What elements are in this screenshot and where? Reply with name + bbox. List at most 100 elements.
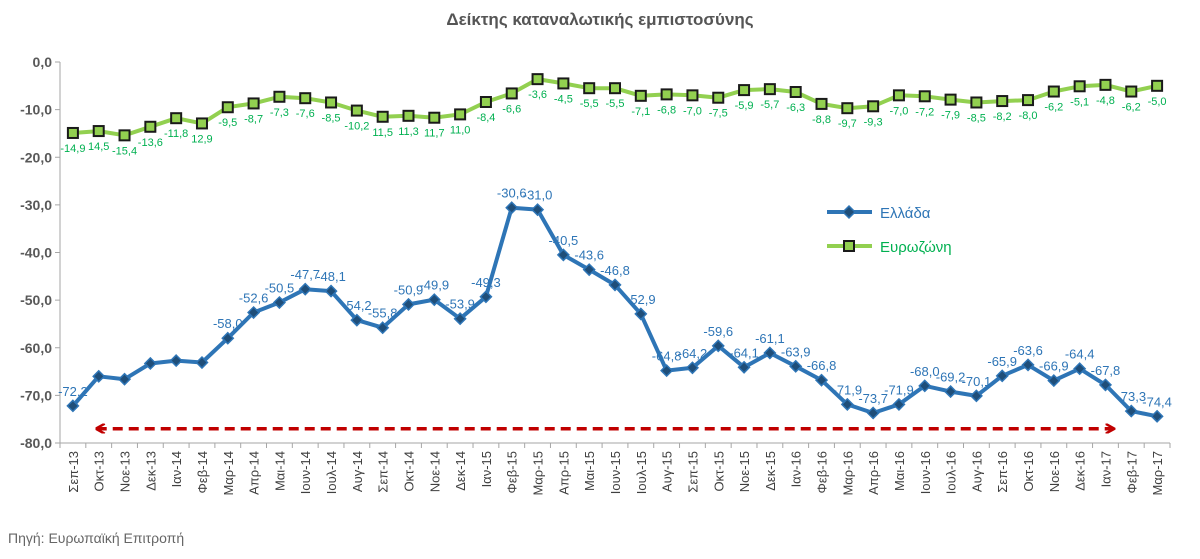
- legend-marker: [843, 240, 855, 252]
- series-greece: -72,2 -58,0 -52,6-50,5-47,7-48,1 -54,2-55,8…: [58, 186, 1172, 423]
- data-label: -71,9: [833, 382, 863, 397]
- data-label: -65,9: [987, 354, 1017, 369]
- y-tick-label: -60,0: [20, 340, 52, 356]
- data-point: [582, 263, 596, 277]
- x-tick-label: Σεπ-16: [995, 451, 1010, 493]
- data-label: -49,9: [419, 278, 449, 293]
- x-tick-label: Νοε-14: [427, 451, 442, 492]
- data-point: [1124, 404, 1138, 418]
- data-label: -9,7: [838, 118, 857, 130]
- x-tick-label: Ιαν-15: [479, 451, 494, 487]
- data-label: -71,9: [884, 382, 914, 397]
- data-point: [1150, 409, 1164, 423]
- data-point: [557, 77, 570, 90]
- data-point: [530, 203, 545, 217]
- data-label: -7,6: [296, 108, 315, 120]
- data-label: -8,5: [322, 112, 341, 124]
- data-point: [660, 364, 674, 378]
- data-point: [763, 346, 777, 360]
- data-point: [712, 91, 725, 104]
- data-point: [556, 248, 570, 262]
- y-tick-label: -20,0: [20, 149, 52, 165]
- data-label: -66,9: [1039, 359, 1069, 374]
- x-tick-label: Νοε-15: [737, 451, 752, 492]
- chart-title: Δείκτης καταναλωτικής εμπιστοσύνης: [446, 10, 754, 29]
- data-label: -52,9: [626, 292, 656, 307]
- data-point: [814, 373, 829, 387]
- data-label: -64,8: [652, 349, 682, 364]
- data-point: [867, 100, 880, 113]
- data-label: -11,8: [164, 128, 188, 140]
- data-point: [996, 95, 1009, 108]
- data-point: [789, 86, 802, 99]
- data-point: [1098, 378, 1113, 392]
- data-label: -8,2: [993, 111, 1012, 123]
- x-tick-label: Φεβ-16: [815, 451, 830, 493]
- data-label: -73,3: [1116, 389, 1146, 404]
- data-label: -49,3: [471, 275, 501, 290]
- data-label: -61,1: [755, 331, 785, 346]
- y-tick-label: 0,0: [33, 54, 53, 70]
- x-tick-label: Ιαν-17: [1098, 451, 1113, 487]
- axes: 0,0 -10,0 -20,0 -30,0 -40,0 -50,0 -60,0 -70,0 -8…: [20, 54, 1171, 496]
- data-point: [970, 96, 983, 109]
- data-point: [1073, 362, 1087, 376]
- data-label: -5,0: [1148, 96, 1167, 108]
- source-note: Πηγή: Ευρωπαϊκή Επιτροπή: [8, 530, 185, 546]
- data-label: -7,5: [709, 108, 728, 120]
- data-label: 12,9: [191, 133, 212, 145]
- data-label: -5,5: [606, 98, 625, 110]
- data-label: -7,1: [631, 106, 650, 118]
- data-point: [969, 389, 983, 403]
- data-label: -67,8: [1091, 363, 1121, 378]
- legend: Ελλάδα Ευρωζώνη: [827, 204, 952, 256]
- data-label: -74,4: [1142, 394, 1172, 409]
- data-point: [247, 305, 261, 320]
- data-point: [1047, 85, 1060, 98]
- data-point: [92, 125, 105, 138]
- data-label: -64,2: [678, 346, 708, 361]
- data-label: 11,3: [398, 126, 419, 138]
- data-label: -8,4: [476, 112, 495, 124]
- x-tick-label: Ιουν-16: [918, 451, 933, 494]
- x-tick-label: Δεκ-15: [763, 451, 778, 491]
- data-point: [531, 73, 544, 86]
- data-point: [505, 87, 518, 100]
- data-point: [170, 112, 183, 125]
- data-label: -43,6: [574, 248, 604, 263]
- data-label: -7,0: [889, 105, 908, 117]
- legend-label: Ευρωζώνη: [880, 239, 952, 256]
- data-point: [195, 355, 209, 370]
- data-label: -4,8: [1096, 95, 1115, 107]
- x-tick-label: Μαρ-14: [221, 451, 236, 496]
- data-label: -5,1: [1070, 96, 1089, 108]
- data-point: [841, 102, 854, 115]
- data-label: -63,9: [781, 344, 811, 359]
- series-line-greece: [71, 205, 1158, 419]
- data-point: [1022, 94, 1035, 107]
- x-tick-label: Οκτ-15: [711, 451, 726, 492]
- data-point: [144, 120, 157, 133]
- data-point: [376, 321, 390, 335]
- data-point: [479, 290, 493, 304]
- data-label: 11,7: [424, 128, 445, 140]
- data-label: -8,0: [1019, 110, 1038, 122]
- x-tick-label: Ιουν-15: [608, 451, 623, 494]
- data-point: [1151, 79, 1164, 92]
- x-tick-label: Μαι-15: [582, 451, 597, 491]
- data-label: 14,5: [88, 141, 109, 153]
- data-point: [221, 331, 235, 345]
- data-label: -6,2: [1122, 102, 1141, 114]
- x-tick-label: Νοε-16: [1047, 451, 1062, 492]
- data-label: -7,3: [270, 107, 289, 119]
- data-point: [711, 339, 725, 353]
- x-tick-label: Νοε-13: [118, 451, 133, 492]
- data-point: [918, 90, 931, 103]
- data-point: [428, 111, 441, 124]
- data-point: [840, 397, 854, 411]
- data-label: -13,6: [138, 137, 163, 149]
- y-tick-label: -50,0: [20, 292, 52, 308]
- data-label: -40,5: [549, 233, 579, 248]
